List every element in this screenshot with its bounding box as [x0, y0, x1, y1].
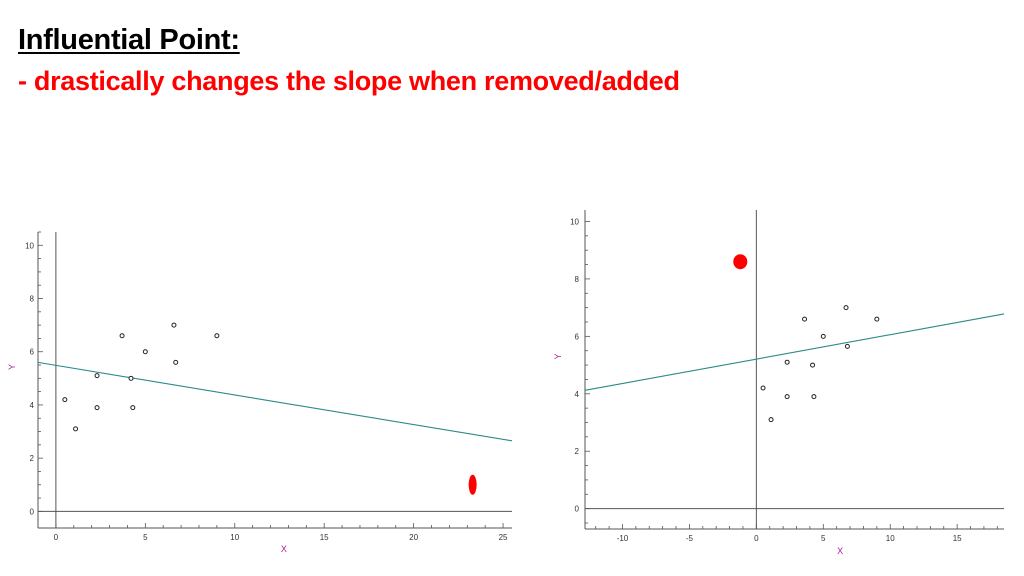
data-point [94, 373, 100, 379]
data-point [128, 375, 134, 381]
chart-1-group: 0 5 10 15 20 25 0 2 4 6 8 10 X Y [7, 231, 513, 554]
data-point [784, 359, 790, 365]
data-point [843, 305, 849, 311]
y-tick-label: 2 [30, 454, 35, 463]
y-tick-label: 10 [570, 217, 579, 226]
x-tick-label: 10 [230, 533, 239, 542]
x-tick-label: 25 [499, 533, 508, 542]
x-tick-label: 5 [821, 534, 826, 543]
data-point [768, 417, 774, 423]
data-point [874, 316, 880, 322]
y-tick-label: 0 [575, 505, 580, 514]
x-tick-label: 0 [54, 533, 59, 542]
data-point [810, 362, 816, 368]
x-tick-label: -5 [686, 534, 694, 543]
chart-2-group: -10 -5 0 5 10 15 0 2 4 6 8 10 X Y [553, 210, 1005, 556]
data-point [760, 385, 766, 391]
x-axis-title: X [281, 544, 287, 554]
x-axis-title: X [837, 546, 843, 556]
data-point [214, 333, 220, 339]
y-tick-label: 0 [30, 507, 35, 516]
x-tick-label: 10 [886, 534, 895, 543]
data-point [94, 405, 100, 411]
influential-point-marker [733, 254, 748, 270]
y-tick-label: 8 [575, 275, 580, 284]
data-point [811, 394, 817, 400]
x-tick-label: -10 [617, 534, 629, 543]
slide-title: Influential Point: [18, 24, 240, 56]
influential-point-marker [468, 474, 477, 495]
y-axis-title: Y [7, 364, 17, 370]
y-axis-title: Y [553, 353, 563, 359]
data-point [119, 333, 125, 339]
data-point [820, 333, 826, 339]
x-tick-label: 15 [953, 534, 962, 543]
y-tick-label: 4 [575, 390, 580, 399]
data-point [142, 349, 148, 355]
data-point [844, 343, 850, 349]
y-tick-label: 4 [30, 401, 35, 410]
regression-line [584, 313, 1005, 391]
x-tick-label: 20 [409, 533, 418, 542]
y-tick-label: 2 [575, 447, 580, 456]
x-tick-label: 0 [754, 534, 759, 543]
x-tick-label: 5 [143, 533, 148, 542]
data-point [784, 394, 790, 400]
data-point [62, 397, 68, 403]
data-point [802, 316, 808, 322]
slide-subtitle: - drastically changes the slope when rem… [18, 66, 680, 96]
y-tick-label: 6 [30, 348, 35, 357]
y-tick-label: 8 [30, 295, 35, 304]
data-point [130, 405, 136, 411]
x-tick-label: 15 [320, 533, 329, 542]
y-tick-label: 6 [575, 332, 580, 341]
regression-line [37, 361, 513, 442]
data-point [73, 426, 79, 432]
data-point [173, 359, 179, 365]
data-point [171, 322, 177, 328]
y-tick-label: 10 [25, 241, 34, 250]
